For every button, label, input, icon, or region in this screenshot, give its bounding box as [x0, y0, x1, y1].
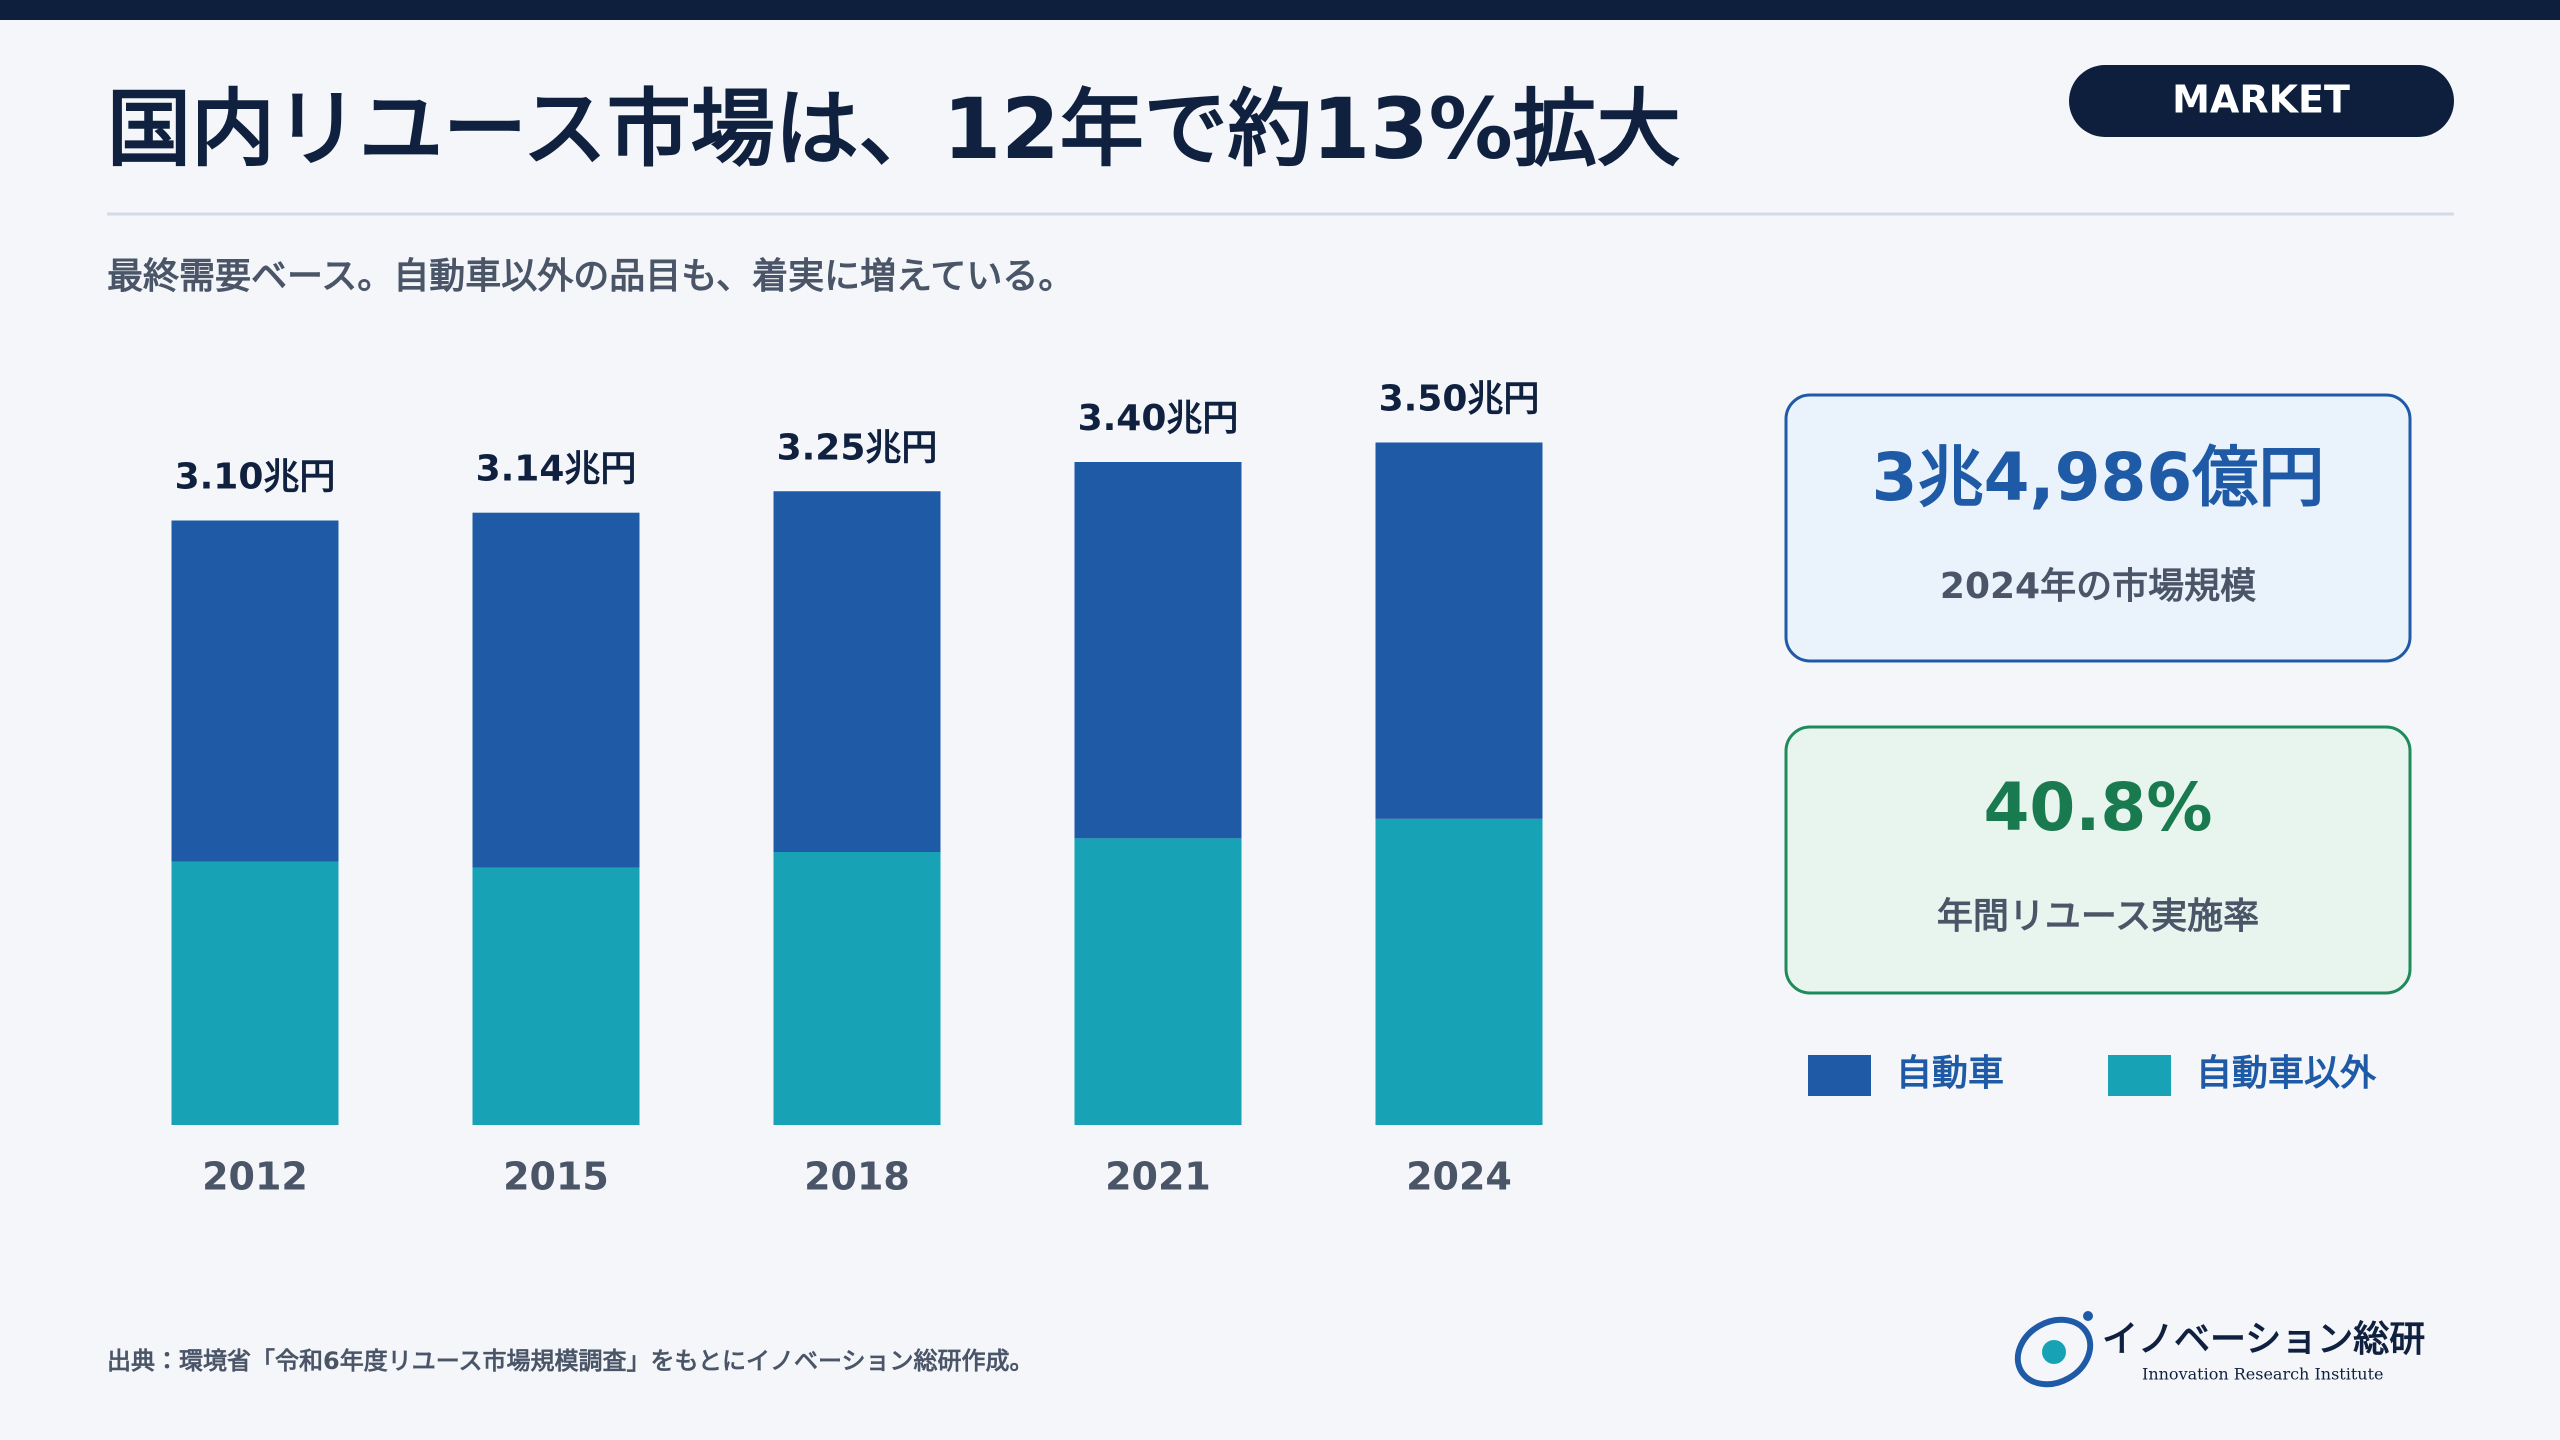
bar-segment — [171, 520, 339, 862]
logo-icon — [2014, 1311, 2094, 1388]
title: 国内リユース市場は、12年で約13%拡大 — [107, 80, 1681, 178]
legend-swatch — [1808, 1055, 1871, 1096]
card — [1784, 393, 2412, 663]
bar-segment — [773, 852, 941, 1125]
card-label: 年間リユース実施率 — [1937, 896, 2259, 937]
legend-swatch — [2108, 1055, 2171, 1096]
legend-label: 自動車 — [1896, 1053, 2004, 1094]
bar-segment — [171, 861, 339, 1125]
bar-segment — [1375, 442, 1543, 819]
x-tick-label: 2018 — [804, 1155, 910, 1199]
bar-segment — [472, 512, 640, 868]
card-label: 2024年の市場規模 — [1940, 566, 2256, 607]
logo-subtext: Innovation Research Institute — [2142, 1365, 2383, 1384]
x-tick-label: 2024 — [1406, 1155, 1512, 1199]
x-tick-label: 2012 — [202, 1155, 308, 1199]
x-tick-label: 2021 — [1105, 1155, 1211, 1199]
top-band — [0, 0, 2560, 20]
total-label: 3.40兆円 — [1078, 398, 1239, 439]
logo-text: イノベーション総研 — [2102, 1318, 2425, 1360]
card — [1784, 725, 2412, 995]
total-label: 3.50兆円 — [1379, 379, 1540, 420]
badge-text: MARKET — [2172, 78, 2350, 122]
total-label: 3.10兆円 — [175, 457, 336, 498]
bar-segment — [773, 491, 941, 852]
total-label: 3.25兆円 — [777, 427, 938, 468]
bar-segment — [1074, 462, 1242, 839]
total-label: 3.14兆円 — [476, 449, 637, 490]
x-tick-label: 2015 — [503, 1155, 609, 1199]
bar-segment — [472, 867, 640, 1125]
bar-segment — [1074, 838, 1242, 1125]
bar-segment — [1375, 818, 1543, 1125]
source: 出典：環境省「令和6年度リユース市場規模調査」をもとにイノベーション総研作成。 — [107, 1347, 1034, 1375]
badge — [2069, 65, 2454, 137]
legend-label: 自動車以外 — [2196, 1053, 2377, 1094]
subtitle: 最終需要ベース。自動車以外の品目も、着実に増えている。 — [107, 256, 1074, 297]
card-value: 40.8% — [1984, 769, 2213, 846]
card-value: 3兆4,986億円 — [1872, 439, 2325, 516]
